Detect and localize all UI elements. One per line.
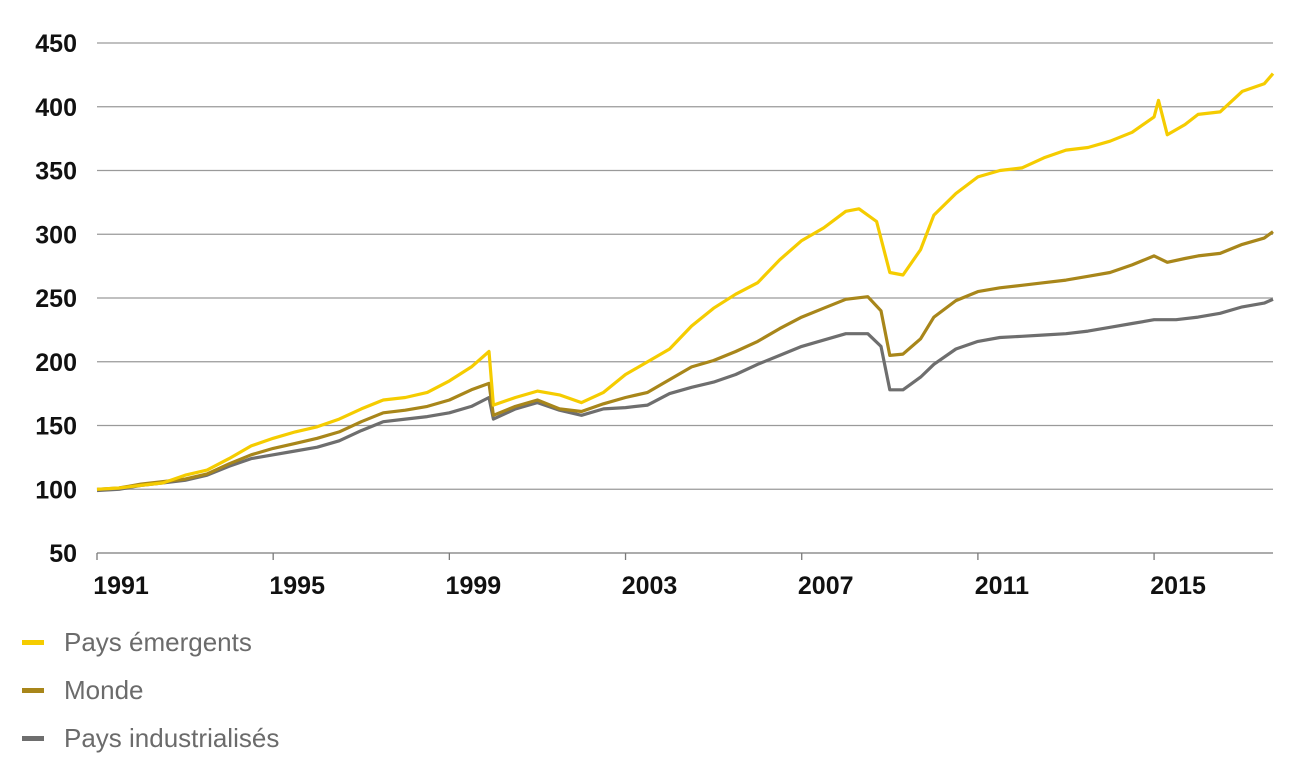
- legend-item-pays-emergents: Pays émergents: [22, 618, 279, 666]
- x-tick-label-1999: 1999: [446, 572, 502, 600]
- y-tick-label-300: 300: [35, 221, 77, 249]
- y-tick-label-100: 100: [35, 476, 77, 504]
- x-tick-label-2007: 2007: [798, 572, 854, 600]
- y-tick-label-50: 50: [49, 540, 77, 568]
- x-tick-label-1991: 1991: [93, 572, 149, 600]
- y-tick-label-450: 450: [35, 30, 77, 58]
- line-chart: 50 100 150 200 250 300 350 400 450 1991 1995 1999 2…: [35, 30, 1275, 600]
- x-tick-label-1995: 1995: [269, 572, 325, 600]
- legend-swatch-pays-industrialises: [22, 735, 44, 741]
- legend: Pays émergents Monde Pays industrialisés: [22, 618, 279, 762]
- series-line-pays-industrialisés: [96, 297, 1274, 493]
- legend-swatch-monde: [22, 687, 44, 693]
- gridlines: [97, 42, 1273, 490]
- series-lines: [96, 72, 1275, 493]
- x-tick-label-2011: 2011: [975, 572, 1029, 600]
- x-axis: 1991 1995 1999 2003 2007 2011 2015: [93, 552, 1273, 600]
- legend-label-pays-industrialises: Pays industrialisés: [64, 722, 280, 753]
- x-tick-label-2015: 2015: [1150, 572, 1206, 600]
- y-tick-label-150: 150: [35, 413, 77, 441]
- y-tick-label-250: 250: [35, 285, 77, 313]
- y-tick-label-200: 200: [35, 349, 77, 377]
- y-tick-label-400: 400: [35, 94, 77, 122]
- x-tick-label-2003: 2003: [622, 572, 678, 600]
- legend-item-monde: Monde: [22, 666, 279, 714]
- series-line-pays-émergents: [96, 72, 1275, 491]
- legend-label-monde: Monde: [64, 674, 144, 705]
- legend-item-pays-industrialises: Pays industrialisés: [22, 714, 279, 762]
- y-tick-label-350: 350: [35, 158, 77, 186]
- y-axis-ticks: 50 100 150 200 250 300 350 400 450: [35, 30, 77, 568]
- legend-label-pays-emergents: Pays émergents: [64, 626, 252, 657]
- series-line-monde: [96, 230, 1274, 491]
- legend-swatch-pays-emergents: [22, 639, 44, 645]
